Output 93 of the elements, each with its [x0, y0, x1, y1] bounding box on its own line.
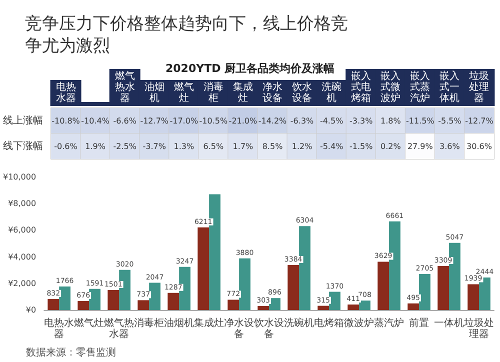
- data-label: 8.5%: [262, 142, 284, 151]
- bar: [78, 301, 90, 310]
- x-tick-label: 燃气灶: [174, 81, 194, 104]
- x-tick-label: 微波炉: [344, 317, 374, 329]
- bar: [89, 288, 100, 310]
- data-label: -10.5%: [199, 116, 228, 126]
- data-label: 1.8%: [380, 116, 402, 126]
- data-label: -12.7%: [140, 116, 169, 126]
- bar: [149, 282, 160, 310]
- x-tick-label: 嵌入式电烤箱: [351, 70, 372, 104]
- x-tick-label: 燃气热水器: [114, 70, 135, 104]
- x-tick-label: 燃气灶: [74, 317, 104, 329]
- x-tick-label: 一体机: [434, 317, 464, 329]
- data-label: 27.9%: [407, 142, 434, 151]
- x-tick-label: 电热水器: [56, 81, 76, 104]
- bar: [239, 258, 250, 310]
- y-tick-label: ¥0: [26, 306, 36, 314]
- bar: [228, 300, 240, 310]
- data-label: -5.5%: [438, 116, 462, 126]
- bar: [48, 298, 60, 310]
- data-label: 0.2%: [380, 142, 402, 151]
- data-label: -14.2%: [258, 116, 288, 126]
- bar: [59, 286, 70, 310]
- bar: [468, 284, 480, 310]
- x-tick-label: 垃圾处理器: [463, 317, 494, 340]
- data-label: -5.4%: [320, 142, 344, 151]
- data-label: 1.7%: [232, 142, 254, 151]
- x-tick-label: 集成灶: [232, 81, 253, 104]
- x-tick-label: 电烤箱: [314, 317, 344, 329]
- bar: [359, 300, 370, 310]
- data-label: -10.4%: [81, 116, 110, 126]
- x-tick-label: 油烟机: [164, 317, 194, 329]
- data-label: -6.3%: [290, 116, 314, 126]
- x-tick-label: 蒸汽炉: [374, 317, 404, 329]
- x-tick-label: 饮水设备: [291, 81, 312, 104]
- x-tick-label: 电热水器: [44, 317, 74, 340]
- x-tick-label: 洗碗机: [322, 81, 342, 104]
- x-tick-label: 净水设备: [224, 317, 254, 340]
- y-tick-label: 线上涨幅: [3, 114, 43, 126]
- x-tick-label: 垃圾处理器: [468, 70, 490, 104]
- data-label: 1.2%: [292, 142, 313, 151]
- data-label: -6.6%: [113, 116, 137, 126]
- bar: [269, 298, 280, 310]
- data-label: -21.0%: [228, 116, 258, 126]
- x-tick-label: 油烟机: [144, 81, 164, 104]
- data-label: -0.6%: [54, 142, 78, 151]
- x-tick-label: 消毒柜: [134, 317, 164, 329]
- bar: [378, 262, 390, 310]
- bar: [318, 306, 330, 310]
- bar: [419, 274, 430, 310]
- bar: [329, 292, 340, 310]
- x-tick-label: 饮水设备: [253, 317, 284, 340]
- y-tick-label: ¥4,000: [8, 252, 36, 262]
- data-label: 3.6%: [440, 142, 460, 151]
- bar: [288, 264, 300, 310]
- data-label: -10.8%: [52, 116, 80, 126]
- y-tick-label: ¥2,000: [8, 278, 36, 288]
- x-tick-label: 前置: [409, 317, 430, 329]
- data-label: -17.0%: [170, 116, 198, 126]
- bar: [408, 303, 420, 310]
- x-tick-label: 嵌入式微波炉: [380, 70, 401, 104]
- data-label: 6.5%: [203, 142, 224, 151]
- x-tick-label: 洗碗机: [284, 317, 314, 329]
- y-tick-label: ¥8,000: [8, 199, 36, 208]
- bar: [108, 290, 120, 310]
- data-label: 1.3%: [174, 142, 194, 151]
- x-tick-label: 嵌入式蒸汽炉: [410, 70, 430, 104]
- data-label: -1.5%: [349, 142, 374, 151]
- chart-subtitle: 2020YTD 厨卫各品类均价及涨幅: [165, 62, 335, 75]
- bar: [348, 304, 360, 310]
- x-tick-label: 集成灶: [194, 317, 224, 329]
- data-label: -12.7%: [465, 116, 494, 126]
- bar: [138, 300, 150, 310]
- data-label: 30.6%: [466, 142, 492, 151]
- x-tick-label: 燃气热水器: [104, 317, 134, 340]
- data-label: -3.7%: [142, 142, 166, 151]
- bar: [198, 227, 210, 310]
- y-tick-label: ¥10,000: [2, 172, 36, 182]
- y-tick-label: ¥6,000: [8, 226, 36, 235]
- bar: [438, 266, 450, 310]
- x-tick-label: 净水设备: [262, 81, 282, 104]
- chart-title: 竞争压力下价格整体趋势向下，线上价格竞争尤为激烈: [25, 14, 348, 56]
- data-label: -3.3%: [349, 116, 374, 126]
- x-tick-label: 消毒柜: [203, 81, 224, 104]
- source-note: 数据来源：零售监测: [26, 346, 116, 358]
- y-tick-label: 线下涨幅: [3, 140, 43, 152]
- x-tick-label: 嵌入式一体机: [440, 70, 460, 104]
- data-label: -11.5%: [406, 116, 435, 126]
- data-label: -2.5%: [113, 142, 137, 151]
- data-label: -4.5%: [320, 116, 344, 126]
- bar: [168, 292, 180, 310]
- bar: [258, 306, 270, 310]
- data-label: 1.9%: [85, 142, 106, 151]
